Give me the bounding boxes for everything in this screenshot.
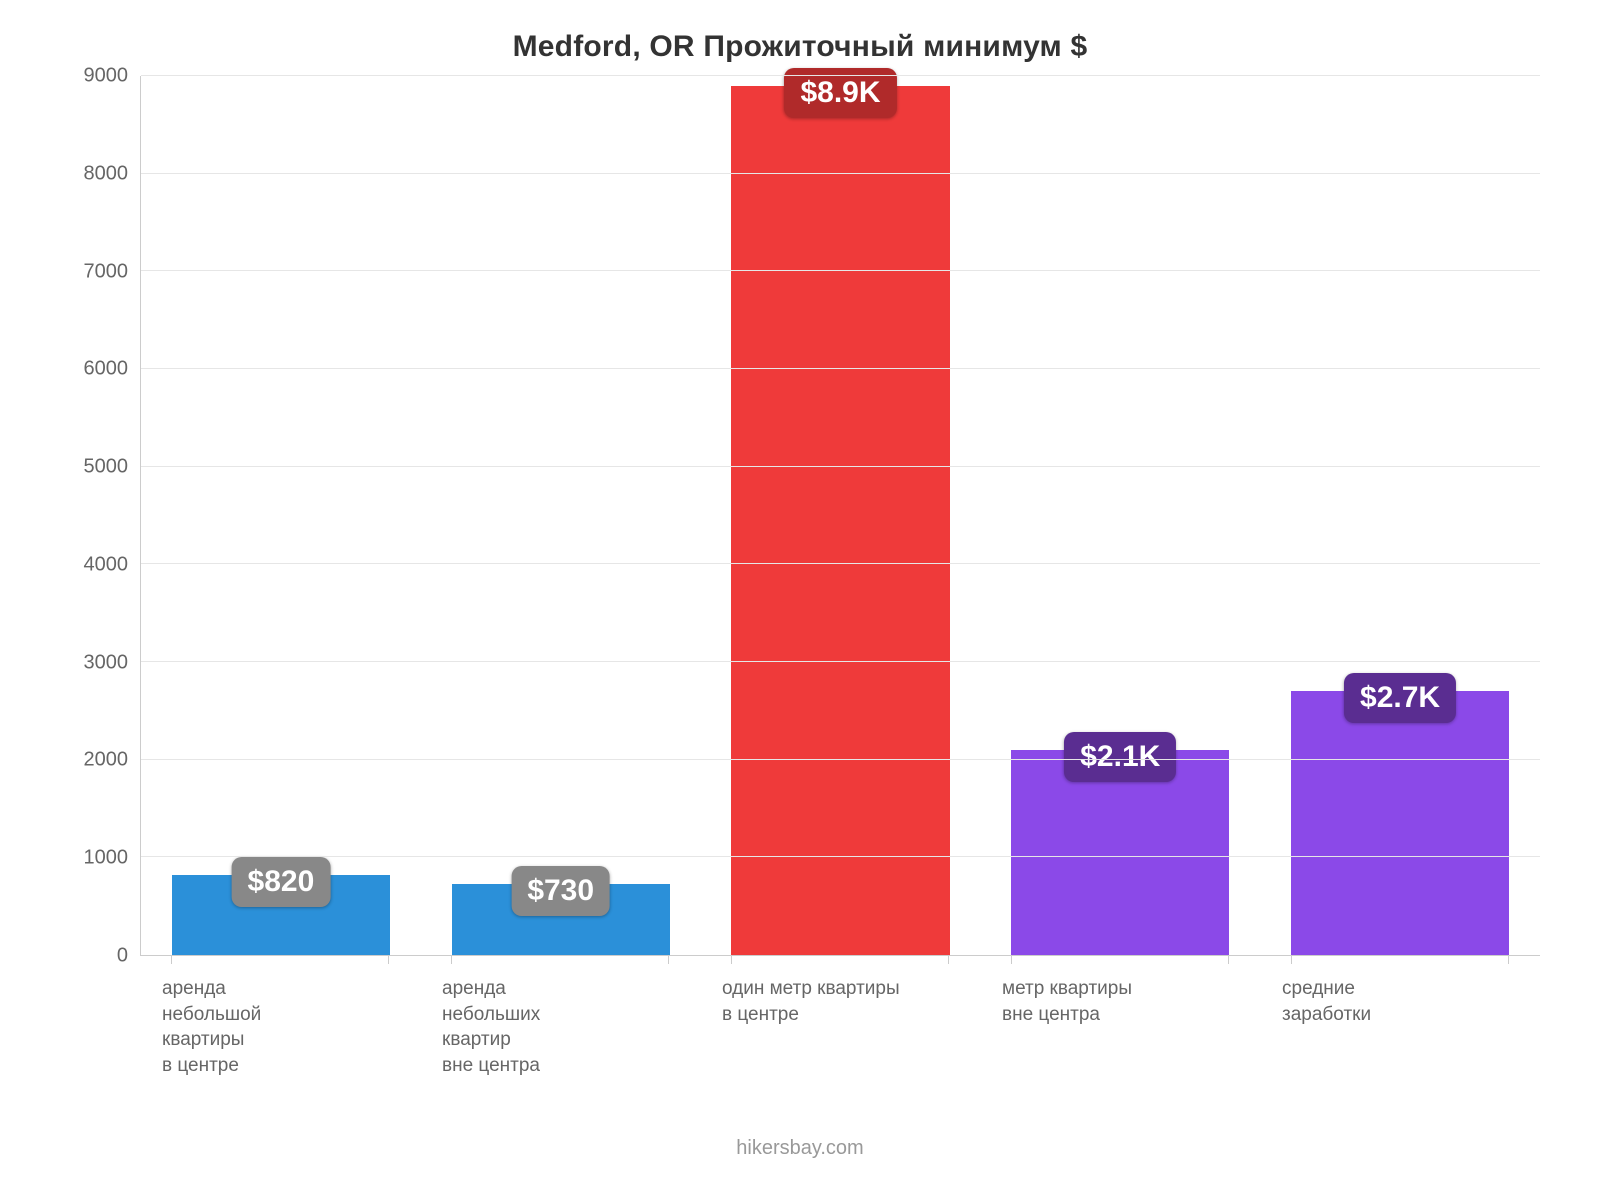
x-tick-mark [668,956,669,964]
chart-title: Medford, OR Прожиточный минимум $ [60,30,1540,64]
grid-line [141,661,1540,662]
value-badge: $2.7K [1344,673,1456,723]
bar-slot: $820 [141,76,421,955]
x-tick-mark [451,956,452,964]
grid-line [141,270,1540,271]
bar: $2.1K [1011,750,1229,955]
x-axis-label: один метр квартирыв центре [700,966,980,1079]
x-tick-mark [171,956,172,964]
chart-container: Medford, OR Прожиточный минимум $ 0 1000 2… [0,0,1600,1200]
x-tick-mark [948,956,949,964]
x-tick-marks [140,956,1540,966]
value-badge: $820 [232,857,331,907]
x-tick-slot [1260,956,1540,966]
bar: $820 [172,875,390,955]
x-tick-mark [1011,956,1012,964]
grid-line [141,368,1540,369]
y-tick-label: 8000 [60,162,128,185]
bar: $730 [452,884,670,955]
bar: $2.7K [1291,691,1509,955]
x-axis-label: средниезаработки [1260,966,1540,1079]
y-tick-label: 4000 [60,553,128,576]
grid-line [141,173,1540,174]
x-tick-mark [731,956,732,964]
x-tick-slot [140,956,420,966]
y-tick-label: 9000 [60,65,128,88]
chart-footer: hikersbay.com [60,1137,1540,1160]
y-tick-label: 1000 [60,847,128,870]
value-badge: $2.1K [1064,732,1176,782]
grid-line [141,563,1540,564]
y-tick-label: 0 [60,945,128,968]
y-tick-label: 6000 [60,358,128,381]
x-tick-slot [700,956,980,966]
bar-slot: $8.9K [701,76,981,955]
y-tick-label: 5000 [60,456,128,479]
x-axis-label: аренданебольшихквартирвне центра [420,966,700,1079]
y-tick-label: 2000 [60,749,128,772]
bars-layer: $820 $730 $8.9K $2.1K $2.7K [141,76,1540,955]
x-tick-slot [420,956,700,966]
x-tick-mark [388,956,389,964]
x-axis-label: метр квартирывне центра [980,966,1260,1079]
grid-line [141,856,1540,857]
bar-slot: $2.7K [1260,76,1540,955]
x-tick-mark [1508,956,1509,964]
grid-line [141,759,1540,760]
x-axis-labels: аренданебольшойквартирыв центреаренданеб… [140,966,1540,1079]
bar: $8.9K [731,86,949,955]
value-badge: $730 [511,866,610,916]
y-tick-label: 3000 [60,651,128,674]
plot-area: $820 $730 $8.9K $2.1K $2.7K [140,76,1540,956]
y-tick-label: 7000 [60,260,128,283]
grid-line [141,466,1540,467]
x-tick-mark [1291,956,1292,964]
plot-row: 0100020003000400050006000700080009000 $8… [60,76,1540,956]
grid-line [141,75,1540,76]
x-axis-label: аренданебольшойквартирыв центре [140,966,420,1079]
bar-slot: $730 [421,76,701,955]
x-tick-slot [980,956,1260,966]
x-tick-mark [1228,956,1229,964]
bar-slot: $2.1K [980,76,1260,955]
y-axis: 0100020003000400050006000700080009000 [60,76,140,956]
